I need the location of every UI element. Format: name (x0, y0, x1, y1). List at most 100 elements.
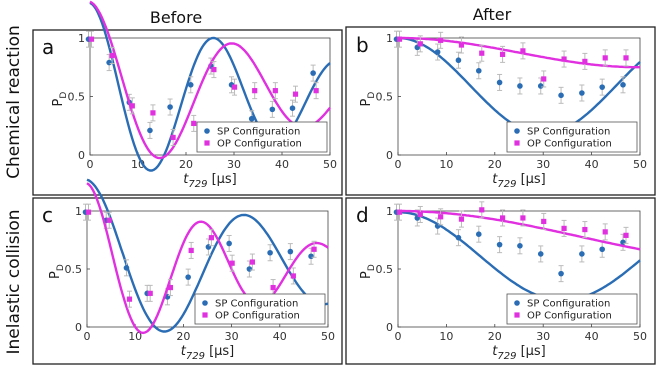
data-point (602, 229, 608, 235)
data-point (496, 79, 503, 86)
data-point (249, 259, 255, 265)
data-point (517, 243, 523, 249)
x-tick-label: 30 (225, 330, 239, 343)
data-point (499, 215, 506, 221)
x-tick-label: 10 (439, 158, 453, 171)
data-point (537, 251, 544, 257)
data-point (88, 36, 95, 42)
y-tick-label: 0.5 (65, 263, 83, 276)
data-point (537, 83, 544, 89)
data-point (185, 274, 191, 280)
x-tick-label: 10 (439, 330, 453, 343)
data-point (167, 104, 173, 110)
panel-label: b (356, 33, 369, 57)
y-tick-label: 0 (78, 149, 85, 162)
legend-marker (514, 128, 520, 134)
legend-marker (204, 128, 210, 134)
panel-frame-b (345, 26, 656, 196)
panel-frame-a (32, 29, 343, 196)
data-point (170, 134, 176, 141)
x-tick-label: 0 (84, 330, 91, 343)
legend-label: OP Configuration (217, 139, 302, 150)
fit-curve (86, 182, 329, 335)
data-point (434, 49, 441, 55)
x-tick-label: 30 (536, 330, 550, 343)
data-point (205, 244, 212, 250)
data-point (129, 103, 135, 109)
fit-curve (398, 209, 641, 251)
legend-label: SP Configuration (217, 127, 300, 138)
data-point (311, 246, 317, 252)
data-point (292, 91, 299, 97)
data-point (417, 211, 423, 218)
x-tick-label: 20 (488, 330, 502, 343)
fit-curve (398, 211, 641, 302)
x-tick-label: 10 (128, 330, 142, 343)
y-tick-label: 0.5 (376, 263, 394, 276)
data-point (188, 247, 194, 254)
data-point (109, 52, 115, 59)
data-point (602, 55, 608, 61)
x-tick-label: 40 (273, 330, 287, 343)
legend-marker (202, 312, 208, 318)
data-point (248, 115, 255, 122)
data-point (438, 37, 444, 43)
data-point (599, 246, 605, 253)
data-point (396, 209, 403, 215)
data-point (479, 207, 485, 213)
data-point (434, 223, 441, 229)
legend-box (194, 293, 326, 325)
data-point (582, 226, 588, 233)
data-point (126, 296, 133, 302)
data-point (167, 284, 174, 291)
data-point (579, 90, 585, 96)
panel-frame-c (32, 197, 343, 365)
data-point (150, 110, 156, 116)
panel-label: d (356, 203, 369, 227)
panel-label: a (42, 35, 54, 59)
data-point (191, 120, 197, 127)
data-point (599, 84, 605, 90)
x-tick-label: 20 (176, 330, 190, 343)
panel-d: 0 10 20 30 40 50 0 0.5 1 d PD t729 [µs] SP Configura… (356, 201, 647, 362)
data-point (458, 42, 465, 48)
column-title-after: After (473, 5, 512, 24)
data-point (520, 48, 526, 54)
x-axis-label: t729 [µs] (492, 172, 546, 190)
data-point (187, 82, 194, 88)
panel-c: 0 10 20 30 40 50 0 0.5 1 c PD t729 [µs] SP Configura… (42, 178, 335, 362)
data-point (558, 270, 564, 277)
x-tick-label: 50 (633, 158, 647, 171)
legend-marker (202, 300, 208, 306)
row-title-inelastic-collision: Inelastic collision (4, 209, 24, 354)
data-point (246, 266, 253, 272)
data-point (289, 105, 296, 111)
legend-marker (514, 140, 520, 146)
data-point (231, 84, 238, 90)
data-point (541, 218, 547, 225)
data-point (438, 214, 444, 220)
data-point (455, 57, 462, 64)
y-tick-label: 1 (386, 32, 393, 45)
x-tick-label: 40 (585, 158, 599, 171)
y-axis-label: PD (359, 92, 377, 107)
y-tick-label: 0 (386, 149, 393, 162)
y-axis-label: PD (359, 264, 377, 279)
data-point (123, 265, 130, 271)
data-point (229, 260, 235, 266)
legend-box (506, 293, 638, 325)
data-point (561, 225, 567, 231)
data-point (85, 209, 92, 215)
y-tick-label: 1 (75, 205, 82, 218)
data-point (290, 273, 296, 279)
data-point (541, 76, 547, 82)
data-point (267, 249, 273, 256)
panel-b: 0 10 20 30 40 50 0 0.5 1 b PD t729 [µs] SP Configura… (356, 30, 647, 190)
x-tick-label: 40 (585, 330, 599, 343)
y-axis-label: PD (51, 92, 69, 107)
y-tick-label: 1 (386, 205, 393, 218)
legend-label: OP Configuration (215, 311, 300, 322)
legend-label: OP Configuration (527, 139, 612, 150)
legend-label: SP Configuration (215, 299, 298, 310)
data-point (517, 83, 523, 89)
